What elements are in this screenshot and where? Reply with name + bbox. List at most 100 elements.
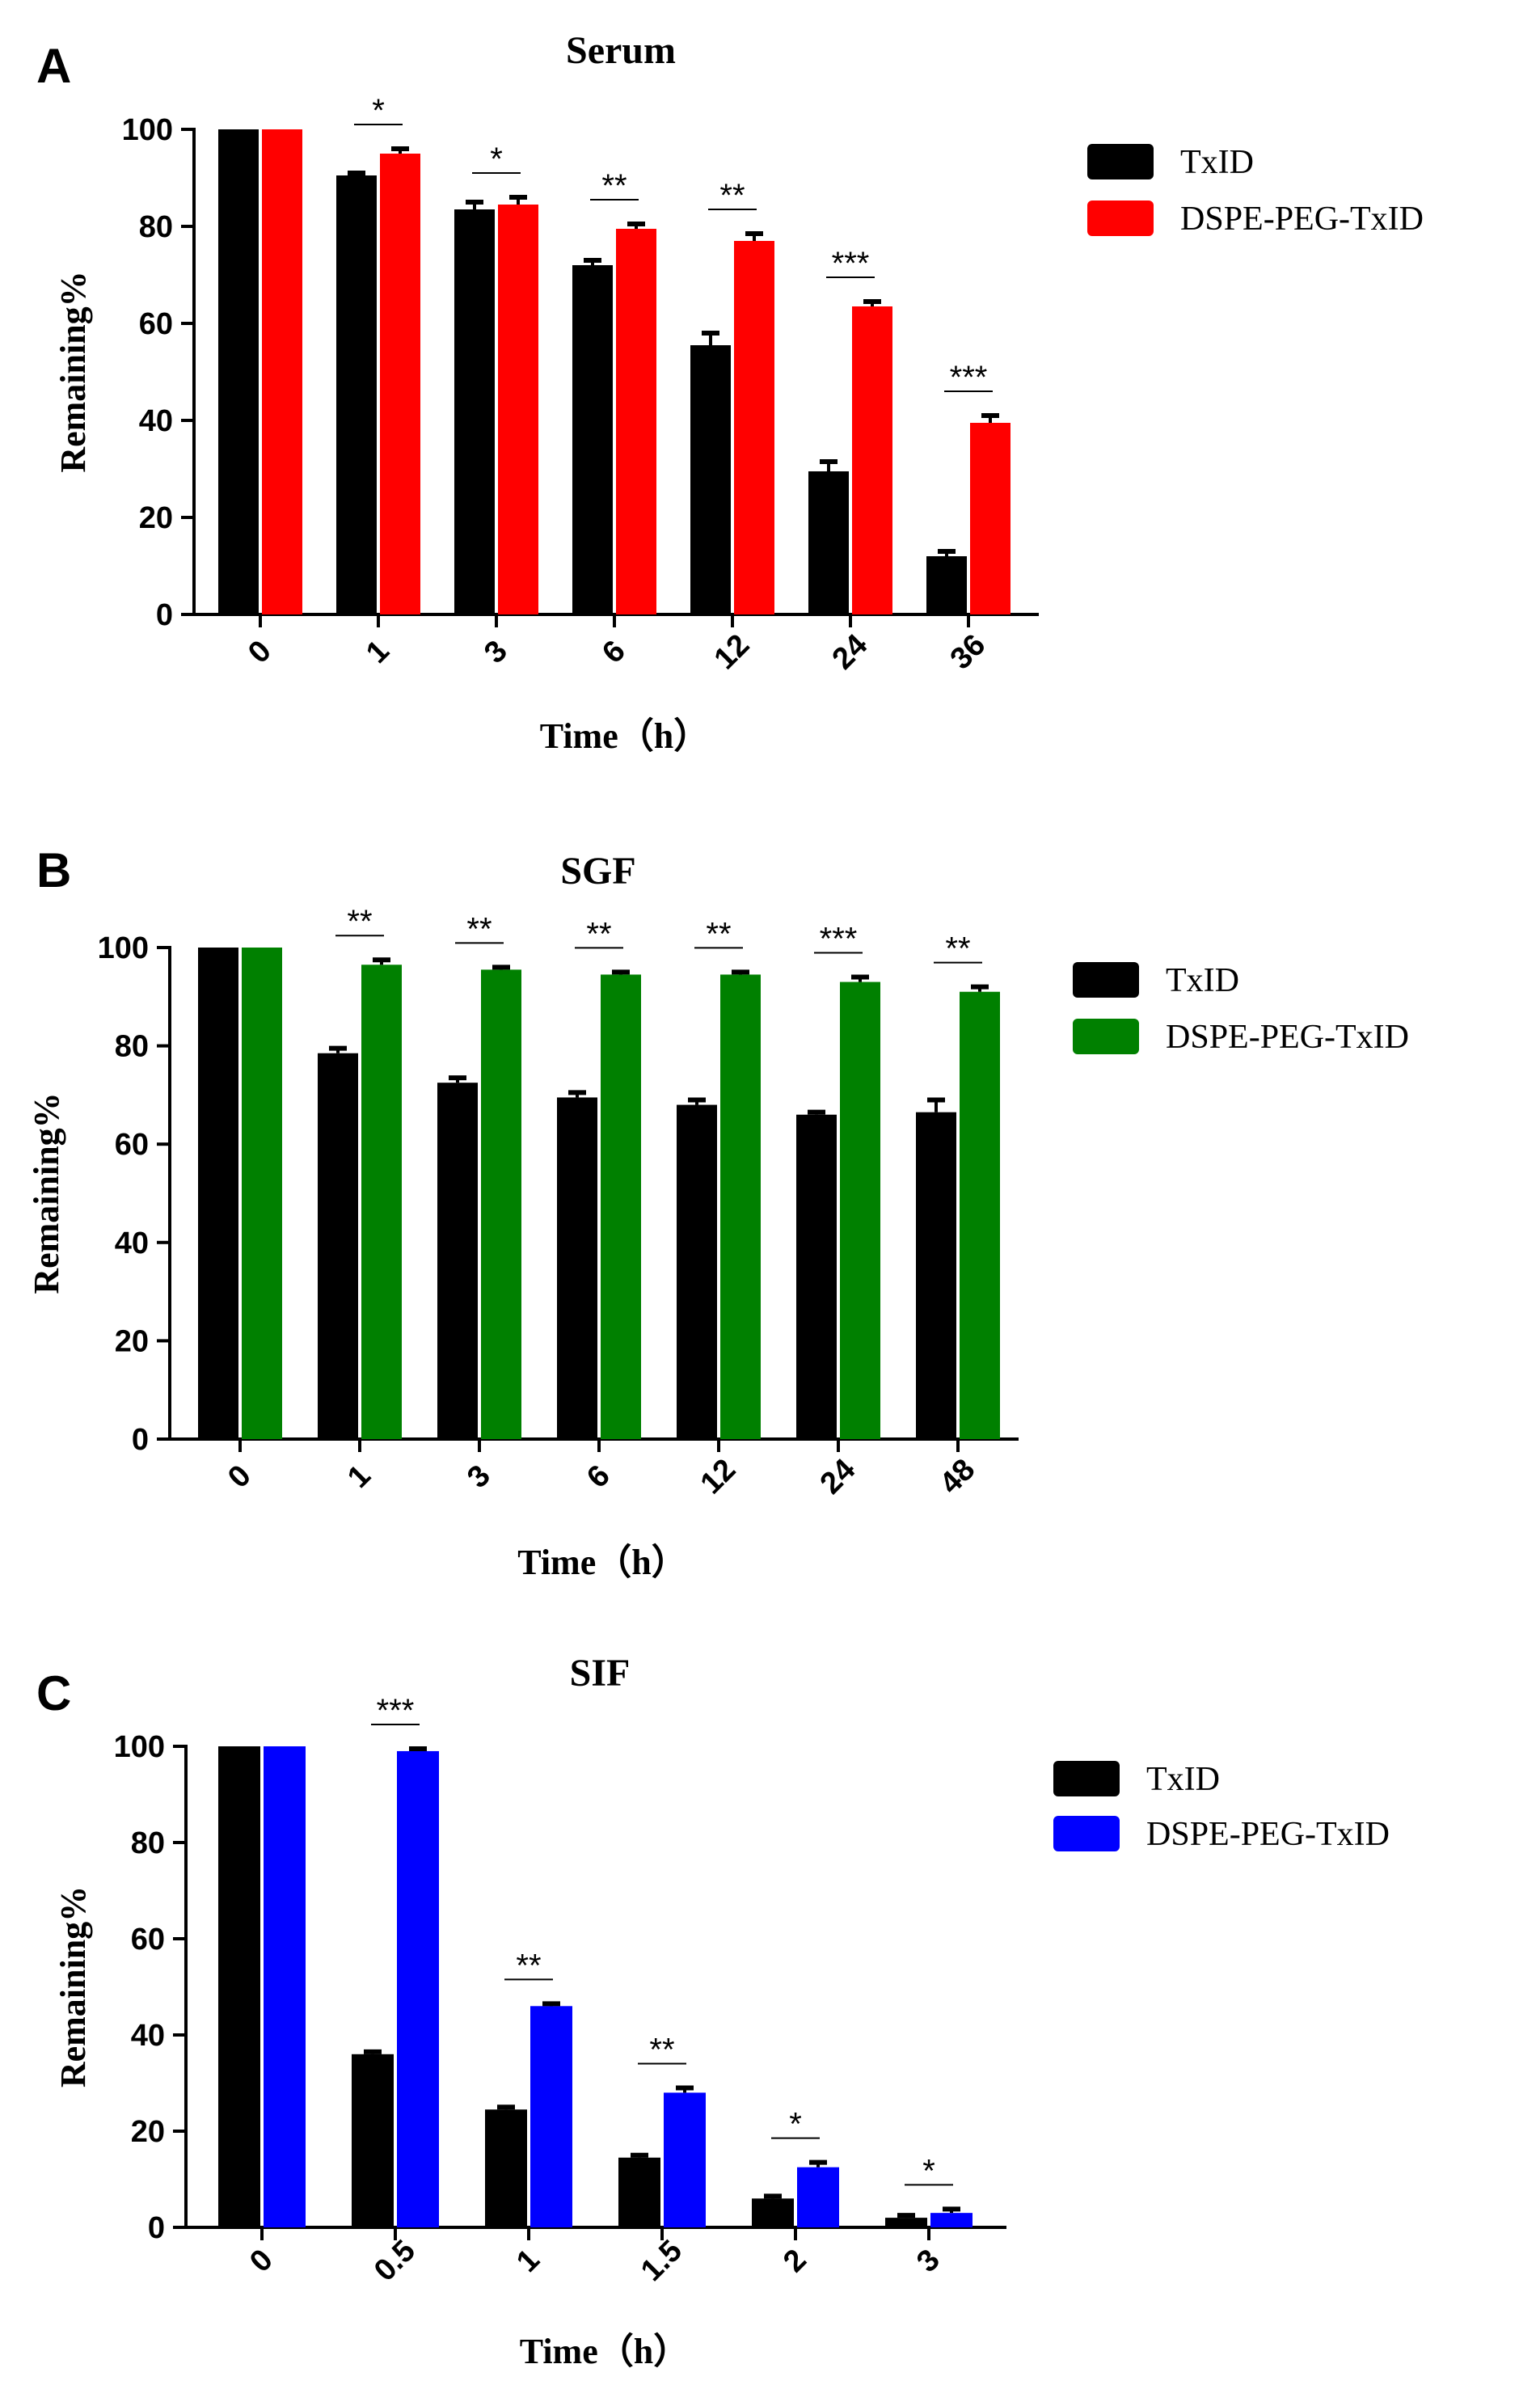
significance-marker: ** [586,916,611,952]
significance-marker: * [490,141,503,177]
significance-marker: ** [466,911,492,947]
bar-txid [485,2109,527,2227]
bar-dspe-peg-txid [380,154,420,614]
chart-title: Serum [566,29,676,72]
bar-dspe-peg-txid [970,423,1010,614]
bar-txid [916,1112,956,1439]
significance-marker: ** [719,178,745,213]
y-tick-label: 80 [115,1030,149,1064]
bar-txid [557,1097,597,1439]
significance-marker: *** [950,360,988,395]
bar-dspe-peg-txid [262,129,302,614]
bar-dspe-peg-txid [960,991,1000,1439]
bar-dspe-peg-txid [242,948,282,1439]
x-tick-label: 48 [934,1453,982,1501]
significance-marker: *** [832,246,870,281]
bar-dspe-peg-txid [361,965,402,1439]
chart-title: SIF [570,1652,631,1695]
x-tick-label: 3 [910,2243,947,2279]
y-tick-label: 100 [98,931,149,965]
y-tick-label: 100 [122,113,173,147]
bar-txid [318,1053,358,1439]
y-tick-label: 0 [156,598,173,632]
bar-dspe-peg-txid [601,974,641,1439]
chart-title: SGF [560,850,635,893]
bar-txid [336,175,377,614]
significance-marker: *** [820,921,858,956]
x-tick-label: 1 [510,2243,546,2279]
bar-txid [218,129,259,614]
bar-dspe-peg-txid [930,2213,973,2227]
bar-dspe-peg-txid [498,205,538,614]
panel-letter: C [36,1666,71,1720]
bar-txid [885,2218,927,2227]
x-axis-label: Time（h） [520,2332,689,2371]
y-tick-label: 80 [139,210,173,244]
y-tick-label: 0 [132,1423,149,1457]
x-tick-label: 1 [360,634,396,670]
x-tick-label: 24 [814,1453,863,1501]
bar-dspe-peg-txid [481,969,521,1439]
bar-txid [352,2054,394,2227]
bar-dspe-peg-txid [720,974,761,1439]
x-tick-label: 3 [461,1459,497,1495]
legend-swatch [1087,201,1154,236]
bar-dspe-peg-txid [616,229,656,614]
chart-panel-b: B SGF 0 20 40 60 80 100 Remaining% Time（h） 0 1 ** 3 **… [27,843,1409,1582]
significance-marker: * [789,2107,802,2142]
legend-label: TxID [1166,962,1239,999]
significance-marker: ** [347,904,372,939]
legend-swatch [1073,1019,1139,1054]
panel-letter: B [36,843,71,897]
x-tick-label: 0 [222,1459,258,1495]
x-tick-label: 1.5 [635,2234,689,2288]
bar-txid [572,265,613,614]
x-axis-label: Time（h） [517,1543,686,1582]
x-tick-label: 12 [708,628,757,677]
bar-txid [796,1114,837,1439]
bar-dspe-peg-txid [797,2167,839,2227]
y-tick-label: 20 [139,501,173,535]
bar-txid [437,1083,478,1439]
bar-dspe-peg-txid [734,241,774,614]
x-tick-label: 0 [242,634,278,670]
legend-label: TxID [1180,144,1254,181]
significance-marker: ** [649,2032,674,2067]
y-tick-label: 20 [115,1324,149,1358]
y-tick-label: 40 [115,1226,149,1260]
bar-txid [198,948,238,1439]
chart-panel-a: A Serum 0 20 40 60 80 100 Remaining% Time（h） 0 1 * 3 *… [36,29,1424,756]
x-tick-label: 3 [478,634,514,670]
significance-marker: *** [377,1693,415,1729]
x-tick-label: 0 [243,2243,280,2279]
bar-txid [808,471,849,614]
bar-dspe-peg-txid [852,306,892,614]
x-tick-label: 1 [341,1459,378,1495]
bar-dspe-peg-txid [530,2006,572,2227]
y-tick-label: 100 [114,1730,165,1764]
bar-txid [677,1104,717,1439]
y-tick-label: 60 [115,1128,149,1162]
legend-label: DSPE-PEG-TxID [1146,1816,1390,1853]
y-tick-label: 0 [148,2211,165,2245]
legend-swatch [1073,962,1139,998]
bar-txid [690,345,731,614]
bar-txid [926,556,967,614]
y-tick-label: 60 [139,307,173,341]
significance-marker: ** [706,916,731,952]
x-tick-label: 6 [580,1459,617,1495]
x-tick-label: 24 [826,628,875,677]
y-tick-label: 80 [131,1826,165,1860]
legend-label: TxID [1146,1761,1220,1798]
significance-marker: ** [516,1948,541,1983]
bar-dspe-peg-txid [840,981,880,1439]
x-tick-label: 0.5 [368,2234,422,2288]
legend-swatch [1053,1816,1120,1851]
legend-swatch [1053,1761,1120,1796]
legend-swatch [1087,144,1154,179]
significance-marker: ** [601,168,627,204]
y-tick-label: 20 [131,2115,165,2149]
y-tick-label: 40 [131,2019,165,2053]
x-tick-label: 6 [596,634,632,670]
